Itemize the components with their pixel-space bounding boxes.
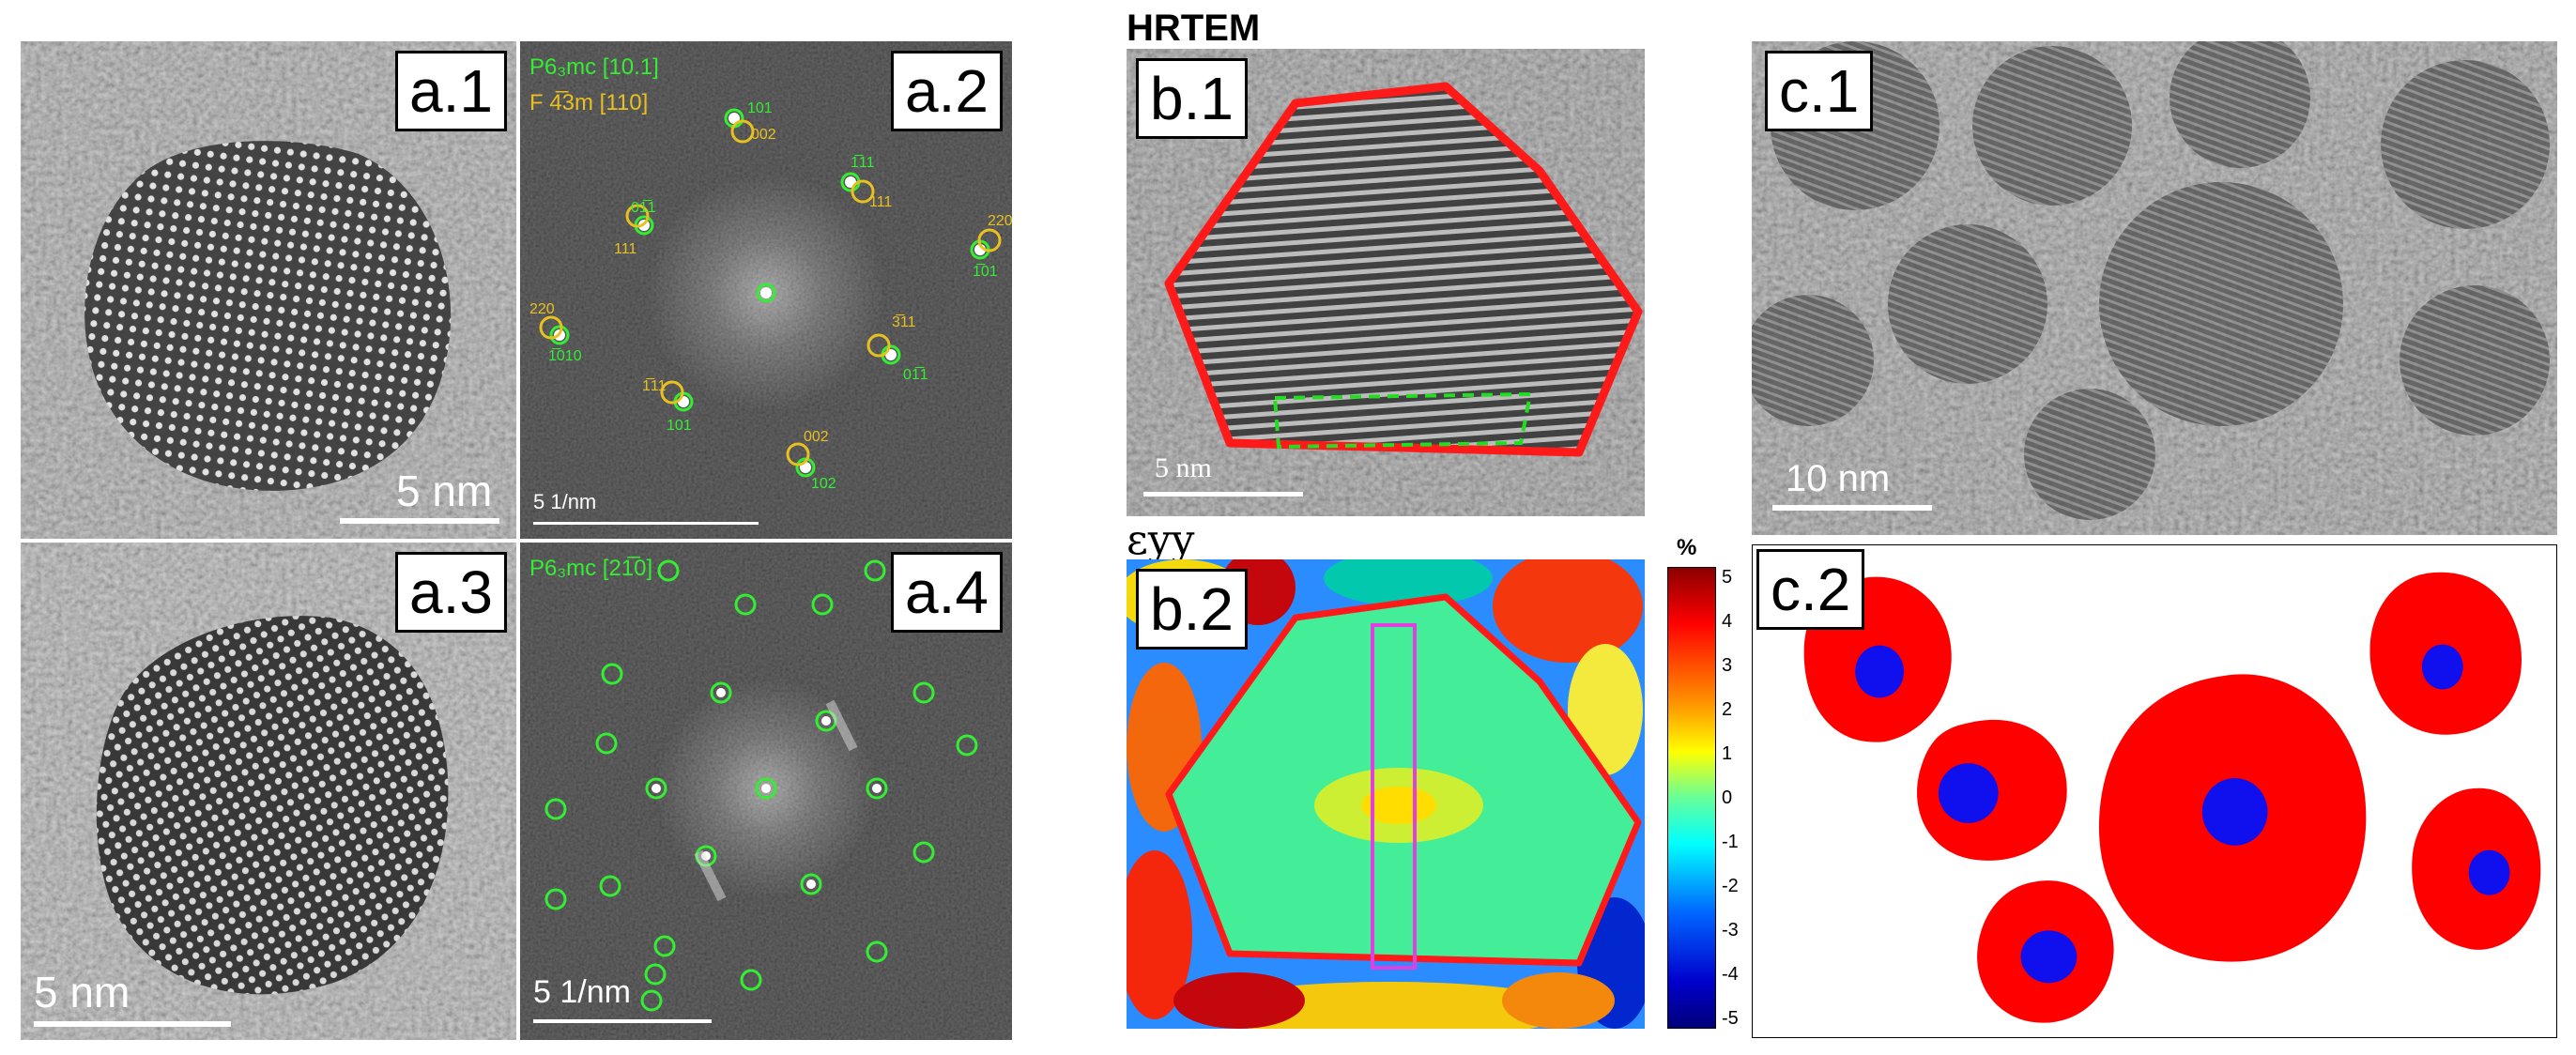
svg-text:1̅010: 1̅010 — [548, 347, 582, 364]
svg-text:1̅11: 1̅11 — [642, 377, 667, 394]
colorbar — [1667, 567, 1716, 1029]
scale-line-a1 — [340, 518, 499, 524]
panel-a2: 101 002 1̅11 111 01̅1 111 220 1̅01 220 1̅010 … — [520, 41, 1012, 539]
segmentation-map — [1803, 572, 2541, 1023]
scale-bar-a4: 5 1/nm — [533, 974, 712, 1031]
scale-label-a1: 5 nm — [396, 466, 493, 515]
panel-tag-a4: a.4 — [891, 552, 1003, 633]
svg-text:01̅1: 01̅1 — [631, 199, 656, 216]
panel-a1: a.1 5 nm — [21, 41, 516, 539]
phase-label-1: P6₃mc [10.1] — [529, 54, 659, 80]
svg-text:1̅01: 1̅01 — [973, 263, 998, 280]
colorbar-tick-label: -4 — [1722, 964, 1739, 985]
scale-line-a3 — [34, 1021, 231, 1027]
scale-label-a2: 5 1/nm — [533, 490, 597, 513]
scale-bar-b1: 5 nm — [1143, 452, 1303, 505]
scale-bar-a1: 5 nm — [340, 466, 499, 531]
colorbar-tick-label: 3 — [1722, 655, 1733, 676]
scale-label-a3: 5 nm — [34, 968, 130, 1017]
colorbar-tick-label: 4 — [1722, 611, 1733, 632]
scale-line-a4 — [533, 1019, 712, 1023]
panel-a4: P6₃mc [21̅0] a.4 5 1/nm — [520, 543, 1012, 1040]
panel-tag-a1: a.1 — [395, 51, 507, 131]
scale-line-a2 — [533, 522, 759, 525]
hrtem-heading: HRTEM — [1127, 8, 1261, 49]
strain-title: εyy — [1127, 516, 1195, 564]
scale-line-c1 — [1772, 505, 1932, 511]
colorbar-tick-label: 1 — [1722, 743, 1733, 764]
panel-a3: a.3 5 nm — [21, 543, 516, 1040]
colorbar-tick-label: 0 — [1722, 787, 1733, 808]
colorbar-unit: % — [1677, 535, 1697, 560]
svg-text:220: 220 — [988, 213, 1012, 229]
scale-bar-a3: 5 nm — [34, 967, 231, 1032]
svg-text:220: 220 — [529, 301, 555, 317]
roi-dashed-box — [1272, 391, 1533, 450]
svg-text:3̅11: 3̅11 — [892, 313, 916, 330]
panel-b1: b.1 5 nm — [1127, 49, 1645, 516]
colorbar-tick-label: -5 — [1722, 1008, 1739, 1029]
svg-text:102: 102 — [811, 476, 836, 492]
scale-bar-c1: 10 nm — [1772, 458, 1932, 514]
panel-tag-a3: a.3 — [395, 552, 507, 633]
profile-box — [1371, 623, 1417, 970]
svg-text:002: 002 — [804, 429, 829, 445]
svg-text:101: 101 — [667, 418, 692, 434]
colorbar-tick-label: -2 — [1722, 876, 1739, 896]
scale-label-b1: 5 nm — [1155, 452, 1212, 483]
colorbar-tick-label: -3 — [1722, 920, 1739, 940]
crystal-outline-b1 — [1164, 82, 1643, 457]
fft-image-a4 — [520, 543, 1012, 1040]
scale-line-b1 — [1143, 492, 1303, 497]
panel-tag-a2: a.2 — [891, 51, 1003, 131]
svg-text:111: 111 — [614, 241, 636, 257]
svg-text:01̅1: 01̅1 — [903, 366, 928, 383]
colorbar-tick-label: -1 — [1722, 832, 1739, 852]
svg-text:1̅11: 1̅11 — [851, 154, 875, 171]
scale-label-c1: 10 nm — [1786, 458, 1891, 499]
svg-text:111: 111 — [869, 194, 892, 210]
strain-map — [1127, 559, 1645, 1029]
svg-text:002: 002 — [751, 127, 776, 143]
phase-label-2: F 4̅3m [110] — [529, 90, 649, 115]
panel-tag-b2: b.2 — [1136, 569, 1248, 650]
scale-bar-a2: 5 1/nm — [533, 490, 759, 537]
panel-c1: c.1 10 nm — [1752, 41, 2557, 535]
tem-image-c1 — [1752, 41, 2557, 535]
svg-text:101: 101 — [747, 100, 773, 116]
phase-label-a4: P6₃mc [21̅0] — [529, 556, 653, 581]
colorbar-tick-label: 2 — [1722, 699, 1733, 720]
colorbar-tick-label: 5 — [1722, 567, 1733, 588]
panel-tag-b1: b.1 — [1136, 58, 1248, 139]
panel-tag-c2: c.2 — [1756, 549, 1865, 630]
scale-label-a4: 5 1/nm — [533, 974, 631, 1010]
panel-b2: b.2 — [1127, 559, 1645, 1029]
panel-c2: c.2 — [1752, 544, 2557, 1038]
panel-tag-c1: c.1 — [1765, 51, 1874, 131]
